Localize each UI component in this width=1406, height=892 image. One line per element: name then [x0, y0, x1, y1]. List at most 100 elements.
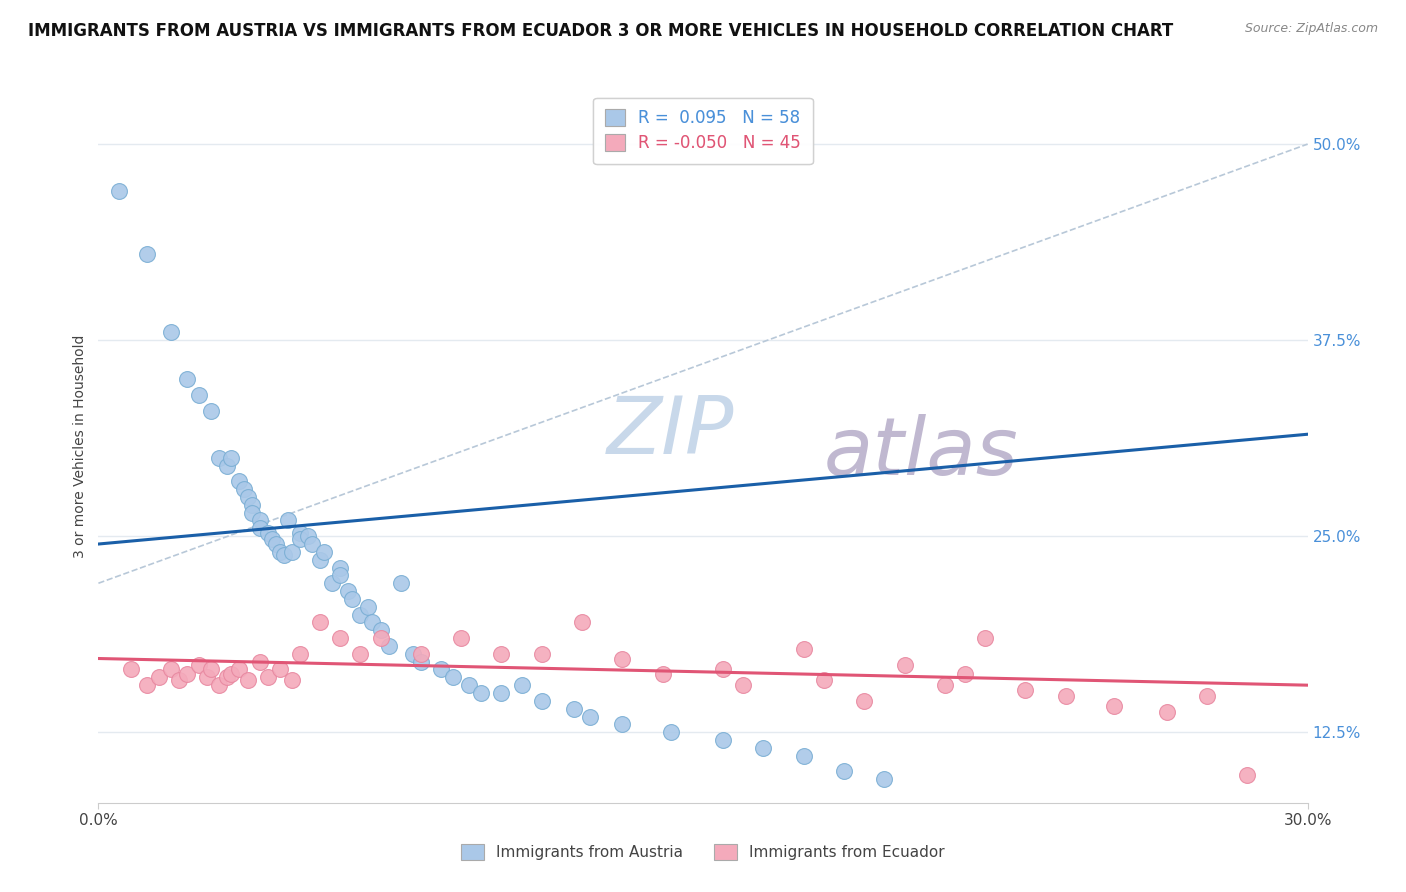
Text: ZIP: ZIP [606, 392, 734, 471]
Point [281, 545, 304, 559]
Point [249, 514, 271, 528]
Point [458, 678, 481, 692]
Point [651, 667, 673, 681]
Point [562, 702, 585, 716]
Point [974, 631, 997, 645]
Point [240, 506, 263, 520]
Point [288, 526, 311, 541]
Point [793, 748, 815, 763]
Point [342, 591, 364, 606]
Point [135, 678, 157, 692]
Legend: R =  0.095   N = 58, R = -0.050   N = 45: R = 0.095 N = 58, R = -0.050 N = 45 [593, 97, 813, 164]
Point [752, 740, 775, 755]
Point [430, 663, 453, 677]
Point [221, 667, 243, 681]
Point [135, 247, 157, 261]
Point [288, 647, 311, 661]
Point [176, 667, 198, 681]
Point [357, 599, 380, 614]
Point [264, 537, 287, 551]
Point [208, 678, 231, 692]
Point [321, 576, 343, 591]
Point [195, 670, 218, 684]
Point [160, 663, 183, 677]
Point [188, 388, 211, 402]
Point [337, 584, 360, 599]
Point [329, 631, 352, 645]
Point [711, 733, 734, 747]
Point [297, 529, 319, 543]
Point [249, 521, 271, 535]
Point [612, 651, 634, 665]
Point [711, 663, 734, 677]
Point [288, 533, 311, 547]
Point [329, 560, 352, 574]
Point [873, 772, 896, 787]
Point [409, 655, 432, 669]
Point [510, 678, 533, 692]
Point [612, 717, 634, 731]
Point [309, 552, 332, 566]
Point [256, 670, 278, 684]
Point [260, 533, 283, 547]
Point [370, 624, 392, 638]
Text: Source: ZipAtlas.com: Source: ZipAtlas.com [1244, 22, 1378, 36]
Point [1156, 705, 1178, 719]
Point [232, 482, 254, 496]
Point [491, 647, 513, 661]
Point [269, 663, 291, 677]
Point [160, 326, 183, 340]
Point [208, 450, 231, 465]
Point [530, 647, 553, 661]
Point [349, 607, 371, 622]
Point [659, 725, 682, 739]
Point [571, 615, 593, 630]
Point [953, 667, 976, 681]
Point [389, 576, 412, 591]
Point [1102, 698, 1125, 713]
Point [402, 647, 425, 661]
Point [148, 670, 170, 684]
Point [813, 673, 835, 688]
Point [236, 490, 259, 504]
Point [409, 647, 432, 661]
Point [228, 475, 250, 489]
Point [377, 639, 399, 653]
Point [441, 670, 464, 684]
Point [530, 694, 553, 708]
Point [1054, 689, 1077, 703]
Point [361, 615, 384, 630]
Point [188, 657, 211, 672]
Point [470, 686, 492, 700]
Point [221, 450, 243, 465]
Point [107, 184, 129, 198]
Point [167, 673, 190, 688]
Point [893, 657, 915, 672]
Point [200, 403, 222, 417]
Point [228, 663, 250, 677]
Point [793, 642, 815, 657]
Point [273, 548, 295, 562]
Point [236, 673, 259, 688]
Point [309, 615, 332, 630]
Text: IMMIGRANTS FROM AUSTRIA VS IMMIGRANTS FROM ECUADOR 3 OR MORE VEHICLES IN HOUSEHO: IMMIGRANTS FROM AUSTRIA VS IMMIGRANTS FR… [28, 22, 1174, 40]
Text: atlas: atlas [824, 414, 1019, 492]
Point [200, 663, 222, 677]
Point [217, 670, 239, 684]
Point [120, 663, 142, 677]
Point [370, 631, 392, 645]
Point [733, 678, 755, 692]
Point [1195, 689, 1218, 703]
Point [301, 537, 323, 551]
Point [1236, 767, 1258, 781]
Point [934, 678, 956, 692]
Point [176, 372, 198, 386]
Point [256, 526, 278, 541]
Point [491, 686, 513, 700]
Point [853, 694, 876, 708]
Point [329, 568, 352, 582]
Point [269, 545, 291, 559]
Point [240, 498, 263, 512]
Point [832, 764, 855, 779]
Point [249, 655, 271, 669]
